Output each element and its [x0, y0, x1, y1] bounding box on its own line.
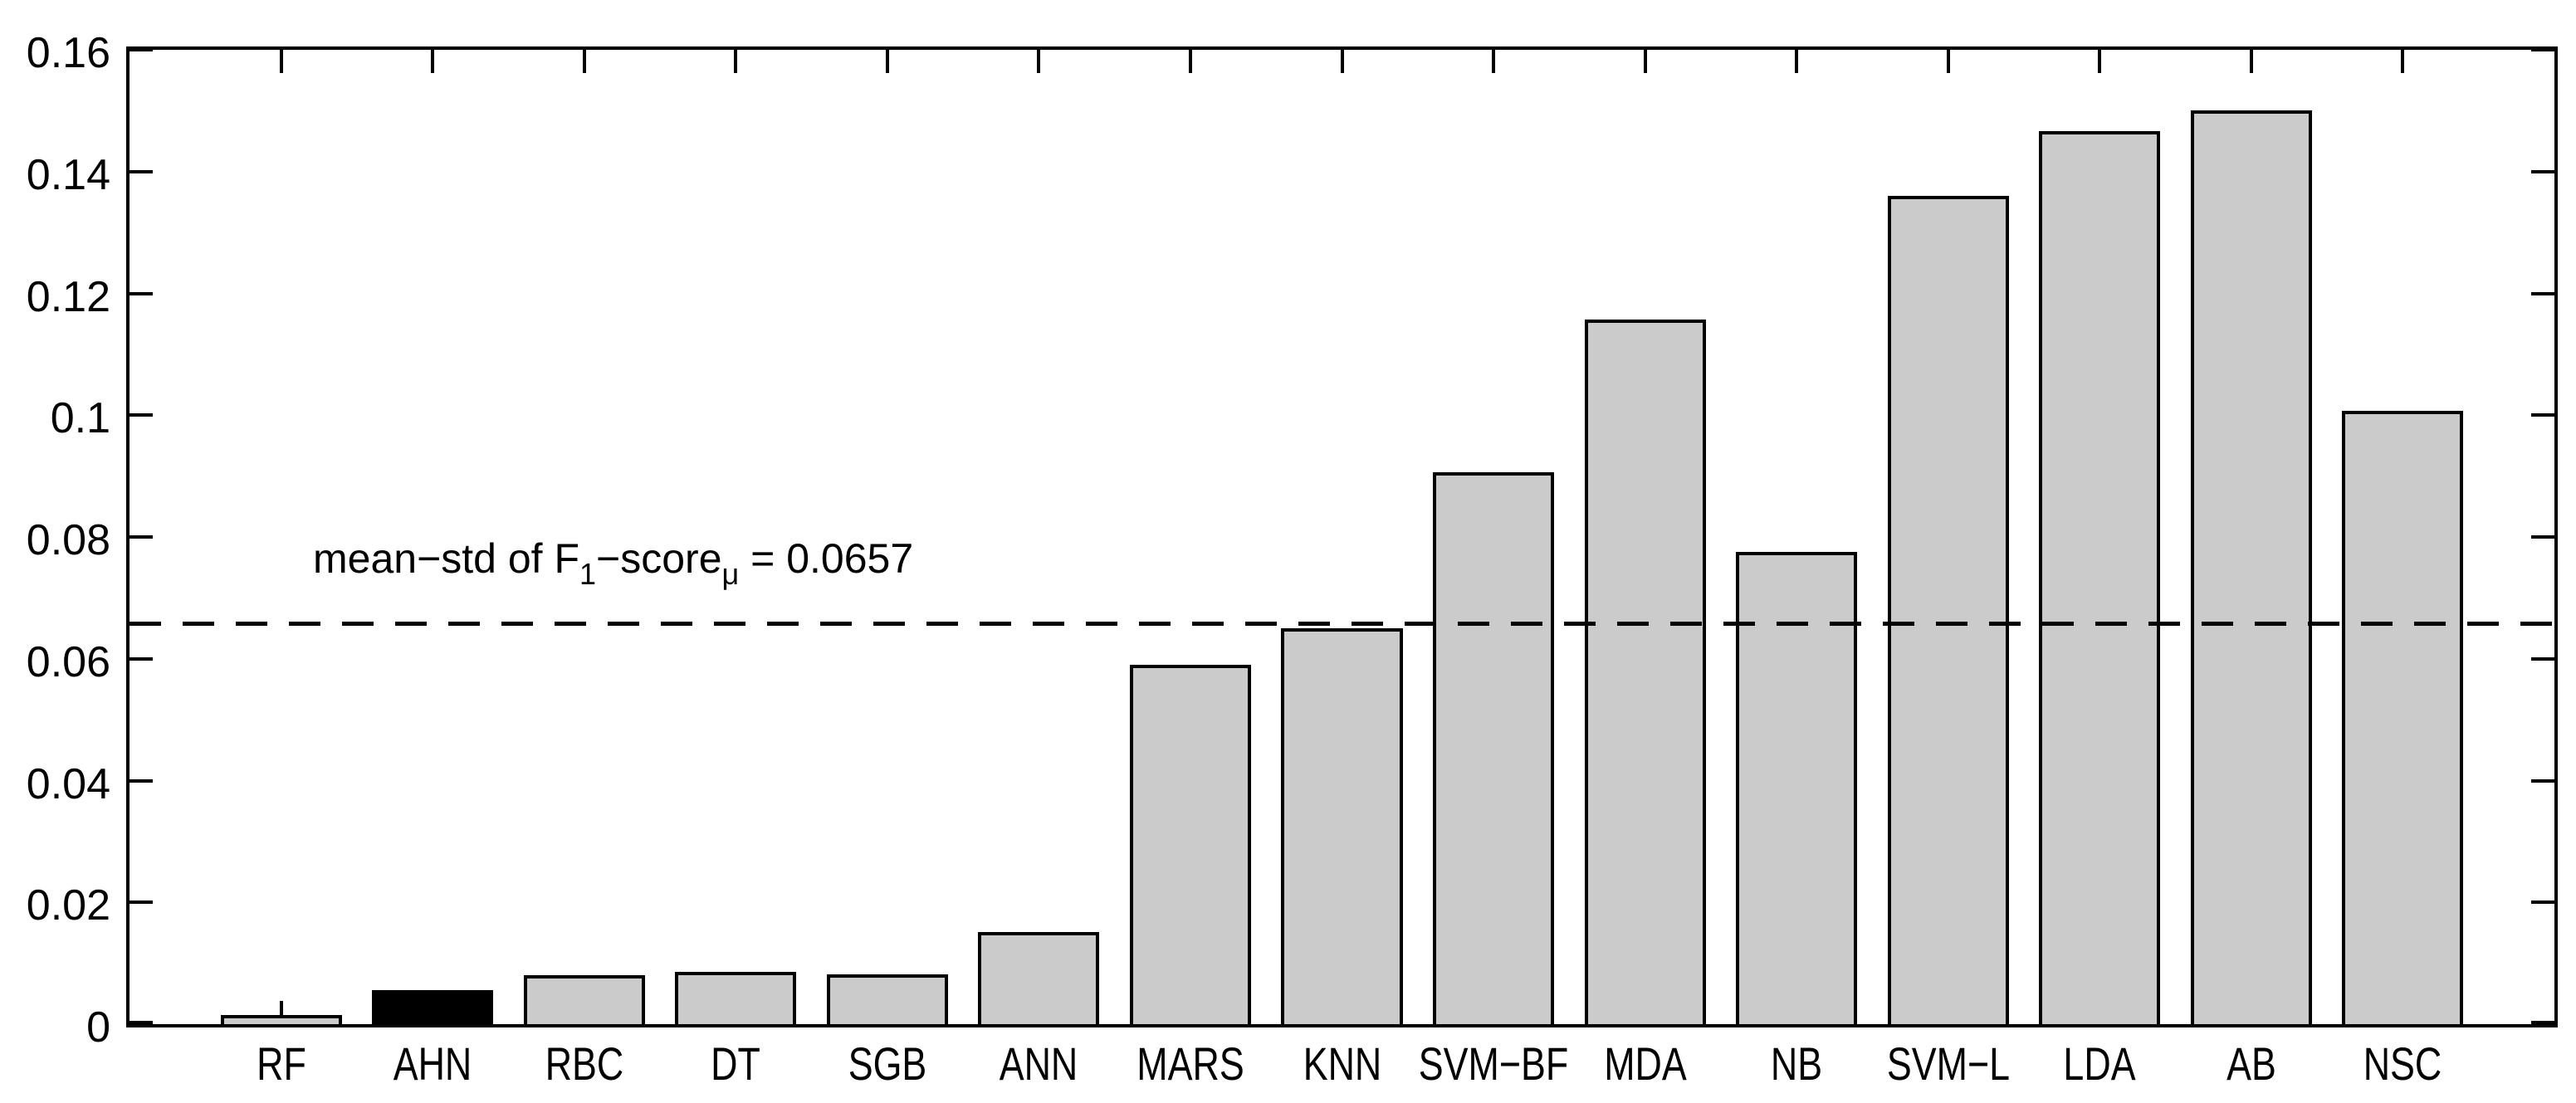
x-tick-top: [1795, 50, 1799, 73]
x-tick-label-dt: DT: [711, 1037, 761, 1090]
bar-rbc: [523, 975, 645, 1024]
y-tick-left: [130, 1021, 153, 1024]
x-tick-label-rf: RF: [256, 1037, 306, 1090]
y-tick-left: [130, 291, 153, 295]
bar-mars: [1129, 665, 1251, 1024]
x-tick-top: [1188, 50, 1192, 73]
y-tick-label: 0.08: [26, 516, 110, 564]
plot-area: [126, 46, 2558, 1027]
y-tick-left: [130, 900, 153, 905]
x-tick-bottom: [279, 1001, 283, 1024]
y-tick-right: [2531, 656, 2554, 661]
y-tick-right: [2531, 291, 2554, 295]
x-tick-top: [885, 50, 889, 73]
x-tick-top: [582, 50, 586, 73]
x-tick-label-mda: MDA: [1603, 1037, 1687, 1090]
threshold-dashed-line: [130, 621, 2554, 626]
x-tick-top: [2401, 50, 2405, 73]
y-tick-right: [2531, 1021, 2554, 1024]
bar-dt: [675, 971, 797, 1024]
x-tick-label-ab: AB: [2226, 1037, 2276, 1090]
bar-svm−l: [1887, 196, 2009, 1024]
bar-mda: [1584, 320, 1706, 1024]
x-tick-top: [1340, 50, 1344, 73]
bar-rf: [220, 1015, 342, 1024]
y-tick-label: 0.06: [26, 637, 110, 686]
x-tick-top: [1492, 50, 1496, 73]
x-tick-top: [431, 50, 435, 73]
y-tick-left: [130, 778, 153, 783]
x-tick-top: [2098, 50, 2102, 73]
annotation-subscript-1: 1: [579, 557, 597, 591]
x-tick-top: [279, 50, 283, 73]
x-tick-top: [2249, 50, 2253, 73]
x-tick-label-lda: LDA: [2063, 1037, 2136, 1090]
y-tick-left: [130, 535, 153, 539]
x-tick-top: [1643, 50, 1647, 73]
x-tick-label-ahn: AHN: [393, 1037, 472, 1090]
x-tick-label-nb: NB: [1771, 1037, 1823, 1090]
bar-ab: [2190, 110, 2312, 1024]
annotation-prefix: mean−std of F: [313, 535, 579, 582]
x-tick-label-ann: ANN: [1000, 1037, 1078, 1090]
x-tick-label-svm−bf: SVM−BF: [1418, 1037, 1569, 1090]
annotation-subscript-mu: μ: [721, 557, 740, 591]
bar-svm−bf: [1433, 472, 1555, 1024]
x-axis-tick-labels: RF AHN RBC DT SGB ANN MARS KNN SVM−BF MDA NB SVM−L L…: [126, 1039, 2558, 1097]
y-tick-label: 0.02: [26, 881, 110, 930]
y-tick-right: [2531, 778, 2554, 783]
x-tick-top: [1946, 50, 1950, 73]
bar-nsc: [2342, 411, 2464, 1024]
y-tick-label: 0.14: [26, 150, 110, 199]
y-tick-right: [2531, 900, 2554, 905]
y-tick-right: [2531, 48, 2554, 51]
x-tick-top: [1037, 50, 1041, 73]
y-tick-left: [130, 656, 153, 661]
y-tick-label: 0.16: [26, 29, 110, 77]
y-tick-left: [130, 48, 153, 51]
y-tick-right: [2531, 535, 2554, 539]
annotation-mid: −score: [596, 535, 722, 582]
x-tick-label-rbc: RBC: [545, 1037, 623, 1090]
y-axis-tick-labels: 0 0.02 0.04 0.06 0.08 0.1 0.12 0.14 0.16: [0, 32, 110, 1049]
y-tick-label: 0: [86, 1003, 110, 1052]
x-tick-label-svm−l: SVM−L: [1886, 1037, 2010, 1090]
bar-ahn: [372, 989, 494, 1024]
annotation-suffix: = 0.0657: [739, 535, 914, 582]
y-tick-label: 0.12: [26, 272, 110, 321]
bar-lda: [2039, 131, 2161, 1024]
bar-ann: [978, 932, 1100, 1024]
y-tick-left: [130, 169, 153, 173]
x-tick-label-knn: KNN: [1303, 1037, 1381, 1090]
bar-sgb: [826, 974, 948, 1024]
x-tick-top: [734, 50, 738, 73]
y-tick-right: [2531, 413, 2554, 417]
y-tick-left: [130, 413, 153, 417]
bar-nb: [1736, 551, 1858, 1024]
x-tick-label-nsc: NSC: [2363, 1037, 2442, 1090]
x-tick-label-mars: MARS: [1136, 1037, 1244, 1090]
y-tick-label: 0.1: [50, 394, 110, 443]
y-tick-right: [2531, 169, 2554, 173]
x-tick-label-sgb: SGB: [848, 1037, 927, 1090]
bar-knn: [1281, 628, 1403, 1024]
y-tick-label: 0.04: [26, 759, 110, 808]
threshold-annotation: mean−std of F1−scoreμ = 0.0657: [313, 535, 914, 589]
